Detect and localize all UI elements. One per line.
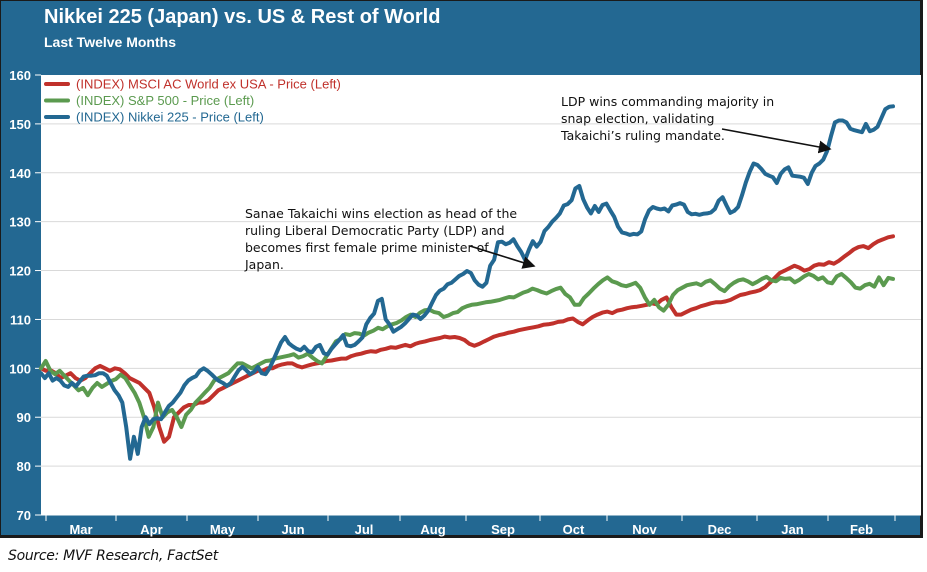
x-tick-label: May	[210, 522, 236, 537]
annotation-text: snap election, validating	[561, 111, 714, 126]
annotation-text: becomes first female prime minister of	[245, 240, 489, 255]
x-tick-label: Jun	[281, 522, 304, 537]
y-tick-label: 110	[10, 312, 31, 327]
series-line-1	[39, 272, 895, 439]
chart-subtitle: Last Twelve Months	[44, 34, 176, 50]
plot-area	[41, 75, 921, 515]
legend-label: (INDEX) Nikkei 225 - Price (Left)	[76, 110, 264, 125]
y-tick-label: 130	[9, 215, 31, 230]
annotation-text: Sanae Takaichi wins election as head of …	[245, 206, 517, 221]
x-tick-label: Dec	[708, 522, 732, 537]
annotation-text: LDP wins commanding majority in	[561, 94, 774, 109]
x-tick-label: Apr	[140, 522, 162, 537]
annotation-text: Japan.	[244, 257, 284, 272]
y-tick-label: 120	[9, 264, 31, 279]
x-tick-label: Jan	[781, 522, 803, 537]
annotation-arrow	[469, 245, 536, 269]
annotations: Sanae Takaichi wins election as head of …	[244, 94, 832, 272]
source-note: Source: MVF Research, FactSet	[8, 548, 218, 564]
x-tick-label: Feb	[850, 522, 873, 537]
y-axis: 70 80 90 100 110 120 130 140 150 160	[9, 68, 41, 523]
y-tick-label: 90	[17, 410, 31, 425]
legend-label: (INDEX) MSCI AC World ex USA - Price (Le…	[76, 77, 341, 92]
x-tick-label: Nov	[632, 522, 657, 537]
x-tick-label: Oct	[563, 522, 585, 537]
annotation-text: ruling Liberal Democratic Party (LDP) an…	[245, 223, 505, 238]
y-tick-label: 150	[9, 117, 31, 132]
chart-title: Nikkei 225 (Japan) vs. US & Rest of Worl…	[44, 6, 441, 28]
series-line-0	[39, 234, 895, 444]
legend-label: (INDEX) S&P 500 - Price (Left)	[76, 93, 254, 108]
y-tick-label: 140	[9, 166, 31, 181]
y-tick-label: 70	[17, 508, 31, 523]
annotation-text: Takaichi’s ruling mandate.	[560, 128, 725, 143]
y-tick-label: 80	[17, 459, 31, 474]
x-tick-label: Mar	[69, 522, 92, 537]
gridlines	[41, 123, 921, 467]
x-axis: Mar Apr May Jun Jul Aug Sep Oct Nov Dec Jan Feb	[41, 514, 921, 537]
series-lines	[39, 104, 895, 461]
y-tick-label: 160	[9, 68, 31, 83]
legend: (INDEX) MSCI AC World ex USA - Price (Le…	[44, 77, 341, 125]
y-tick-label: 100	[9, 361, 31, 376]
x-tick-label: Sep	[491, 522, 515, 537]
annotation-arrow	[721, 128, 832, 154]
series-line-2	[39, 104, 895, 461]
x-tick-label: Jul	[355, 522, 374, 537]
x-tick-label: Aug	[420, 522, 445, 537]
